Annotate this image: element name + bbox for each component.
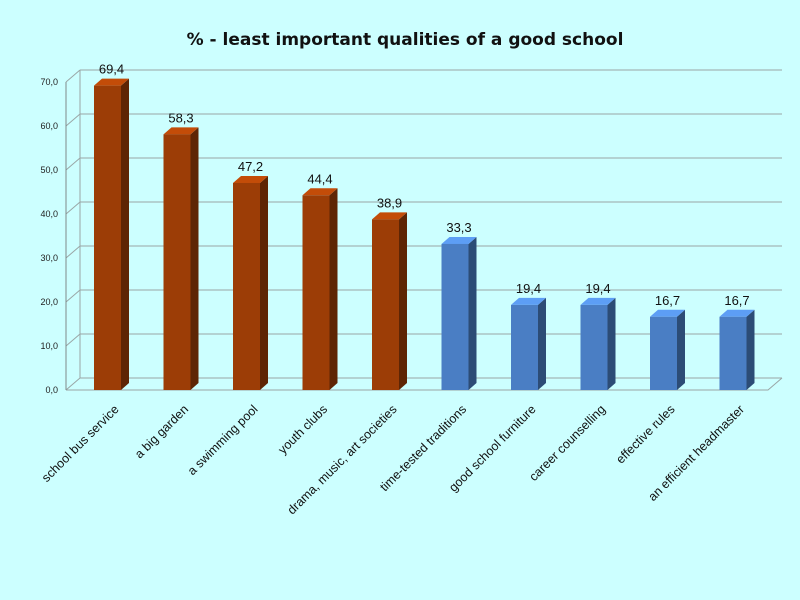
bar-front (94, 85, 121, 390)
bar-side (538, 297, 546, 390)
data-labels: 69,4 58,3 47,2 44,4 38,9 33,3 19,4 19,4 16,7 16,7 (99, 62, 750, 308)
bar-top (233, 175, 268, 183)
bar-front (372, 219, 399, 390)
x-tick-label: youth clubs (276, 402, 331, 457)
gridline-side (65, 289, 81, 303)
gridline-side (65, 377, 81, 391)
bar-side (329, 188, 338, 390)
bar-top (650, 309, 685, 317)
gridline-side (65, 201, 81, 215)
bar (511, 297, 546, 390)
y-tick-label: 40,0 (40, 209, 58, 219)
x-tick-label: a swimming pool (185, 402, 261, 478)
y-axis-ticks: 0,0 10,0 20,0 30,0 40,0 50,0 60,0 70,0 (40, 77, 58, 395)
bar-front (302, 195, 330, 390)
x-tick-label: effective rules (613, 402, 677, 466)
bar (233, 175, 268, 390)
bar-side (677, 309, 685, 390)
chart-floor (66, 377, 783, 391)
bar-top (719, 309, 755, 317)
bar-front (233, 182, 260, 390)
chart-title: % - least important qualities of a good … (187, 30, 624, 50)
x-tick-label: school bus service (39, 402, 122, 485)
bar (719, 309, 755, 390)
x-tick-label: a big garden (132, 402, 191, 461)
bar-side (746, 309, 755, 390)
bar-side (121, 78, 129, 390)
bar (650, 309, 685, 390)
data-label: 16,7 (655, 293, 680, 308)
data-label: 44,4 (307, 171, 332, 186)
bar-side (399, 212, 407, 390)
data-label: 19,4 (516, 281, 541, 296)
bar-side (607, 297, 616, 390)
bar-front (511, 304, 538, 390)
y-tick-label: 70,0 (40, 77, 58, 87)
y-tick-label: 0,0 (45, 385, 58, 395)
y-tick-label: 20,0 (40, 297, 58, 307)
gridline-side (65, 69, 81, 83)
bar (580, 297, 616, 390)
bar-side (468, 236, 477, 390)
bar-front (441, 243, 469, 390)
bar-top (163, 127, 199, 135)
gridline-side (65, 333, 81, 347)
y-tick-label: 60,0 (40, 121, 58, 131)
y-tick-label: 30,0 (40, 253, 58, 263)
data-label: 33,3 (446, 220, 471, 235)
bar-front (719, 316, 747, 390)
data-label: 47,2 (238, 159, 263, 174)
bar-top (94, 78, 129, 86)
y-tick-label: 50,0 (40, 165, 58, 175)
bar (372, 212, 407, 390)
bar (94, 78, 129, 390)
bar (441, 236, 477, 390)
bar-side (260, 175, 268, 390)
chart-bars (94, 78, 755, 390)
x-tick-label: career counselling (526, 402, 608, 484)
data-label: 19,4 (585, 281, 610, 296)
gridline-side (65, 113, 81, 127)
bar-side (190, 127, 199, 390)
bar-top (441, 236, 477, 244)
gridline-side (65, 157, 81, 171)
bar-front (580, 304, 608, 390)
bar-top (372, 212, 407, 220)
data-label: 69,4 (99, 62, 124, 77)
bar (302, 188, 338, 390)
y-tick-label: 10,0 (40, 341, 58, 351)
data-label: 16,7 (724, 293, 749, 308)
bar-front (163, 134, 191, 390)
chart-axes (65, 70, 783, 391)
data-label: 58,3 (168, 110, 193, 125)
bar-top (302, 188, 338, 196)
bar-front (650, 316, 677, 390)
bar-top (511, 297, 546, 305)
data-label: 38,9 (377, 195, 402, 210)
bar (163, 127, 199, 390)
bar-top (580, 297, 616, 305)
gridline-side (65, 245, 81, 259)
